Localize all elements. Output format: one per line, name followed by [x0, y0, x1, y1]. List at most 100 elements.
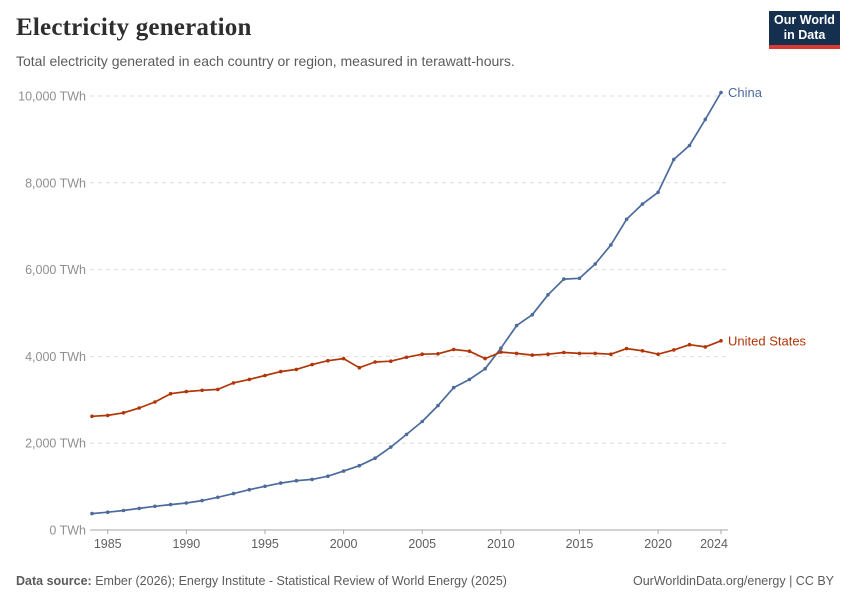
footer-source-label: Data source: [16, 574, 92, 588]
united-states-point[interactable] [168, 391, 173, 396]
china-point[interactable] [609, 243, 613, 247]
united-states-point[interactable] [593, 351, 597, 356]
china-point[interactable] [326, 474, 330, 479]
y-tick-label-6000: 6,000 TWh [25, 263, 86, 277]
united-states-point[interactable] [656, 352, 660, 357]
china-point[interactable] [703, 117, 708, 122]
united-states-point[interactable] [451, 347, 456, 352]
footer-license-link[interactable]: OurWorldinData.org/energy | CC BY [632, 574, 834, 588]
china-point[interactable] [483, 367, 487, 371]
owid-logo[interactable]: Our World in Data [769, 11, 840, 49]
united-states-point[interactable] [577, 351, 582, 356]
china-point[interactable] [514, 323, 519, 328]
china-series-label[interactable]: China [728, 85, 763, 100]
china-point[interactable] [389, 445, 393, 449]
china-point[interactable] [420, 419, 425, 424]
united-states-series-label[interactable]: United States [728, 333, 807, 348]
united-states-point[interactable] [514, 351, 519, 356]
china-point[interactable] [373, 456, 377, 461]
united-states-point[interactable] [294, 367, 299, 372]
united-states-point[interactable] [105, 413, 110, 418]
united-states-point[interactable] [546, 352, 550, 357]
united-states-point[interactable] [499, 350, 503, 354]
united-states-point[interactable] [263, 373, 267, 378]
chart-footer: Data source: Ember (2026); Energy Instit… [16, 574, 834, 588]
china-point[interactable] [593, 262, 597, 266]
united-states-point[interactable] [231, 381, 236, 385]
china-point[interactable] [719, 90, 723, 95]
china-point[interactable] [200, 498, 204, 503]
united-states-point[interactable] [310, 362, 314, 367]
china-point[interactable] [562, 277, 566, 281]
china-line[interactable] [91, 91, 722, 515]
united-states-point[interactable] [326, 358, 330, 363]
y-tick-label-2000: 2,000 TWh [25, 437, 86, 451]
united-states-point[interactable] [247, 377, 252, 382]
china-point[interactable] [640, 202, 645, 206]
china-point[interactable] [687, 143, 692, 148]
china-point[interactable] [310, 477, 314, 482]
china-point[interactable] [90, 511, 94, 516]
united-states-point[interactable] [90, 414, 94, 419]
china-point[interactable] [672, 157, 676, 162]
united-states-point[interactable] [640, 349, 645, 353]
united-states-point[interactable] [404, 355, 409, 360]
united-states-point[interactable] [184, 389, 189, 394]
china-point[interactable] [467, 377, 472, 382]
united-states-point[interactable] [389, 359, 393, 364]
china-point[interactable] [263, 484, 267, 489]
china-point[interactable] [656, 190, 660, 195]
united-states-point[interactable] [121, 411, 126, 415]
united-states-point[interactable] [672, 348, 676, 352]
china-point[interactable] [530, 312, 535, 317]
united-states-point[interactable] [436, 352, 440, 356]
united-states-point[interactable] [420, 352, 425, 357]
china-point[interactable] [121, 508, 126, 513]
china-point[interactable] [247, 487, 252, 492]
page-subtitle: Total electricity generated in each coun… [16, 53, 515, 69]
china-point[interactable] [137, 506, 141, 511]
united-states-point[interactable] [278, 369, 283, 374]
china-point[interactable] [357, 463, 362, 468]
united-states-point[interactable] [357, 365, 362, 370]
united-states-point[interactable] [624, 346, 629, 351]
united-states-point[interactable] [530, 353, 535, 357]
china-point[interactable] [153, 504, 157, 509]
x-tick-label-1995: 1995 [251, 537, 279, 551]
china-point[interactable] [451, 385, 456, 390]
china-point[interactable] [499, 346, 503, 351]
united-states-point[interactable] [153, 400, 157, 404]
y-tick-label-10000: 10,000 TWh [18, 90, 86, 104]
china-point[interactable] [341, 469, 346, 473]
china-point[interactable] [546, 293, 550, 297]
united-states-point[interactable] [373, 360, 377, 364]
united-states-point[interactable] [137, 406, 141, 410]
united-states-line[interactable] [91, 339, 722, 418]
united-states-point[interactable] [687, 342, 692, 347]
page-title: Electricity generation [16, 14, 252, 41]
united-states-point[interactable] [483, 356, 487, 361]
united-states-point[interactable] [341, 356, 346, 361]
x-tick-label-2010: 2010 [487, 537, 515, 551]
china-point[interactable] [184, 501, 189, 505]
china-point[interactable] [105, 510, 110, 514]
china-point[interactable] [577, 276, 582, 281]
china-point[interactable] [216, 495, 220, 500]
united-states-point[interactable] [609, 352, 613, 357]
owid-logo-line1: Our World [774, 12, 835, 27]
china-point[interactable] [231, 491, 236, 496]
china-point[interactable] [294, 478, 299, 483]
china-point[interactable] [624, 217, 629, 222]
china-point[interactable] [436, 403, 440, 408]
x-tick-label-2024: 2024 [700, 537, 728, 551]
united-states-point[interactable] [719, 339, 723, 343]
united-states-point[interactable] [200, 388, 204, 393]
united-states-point[interactable] [703, 345, 708, 349]
china-point[interactable] [168, 502, 173, 507]
china-point[interactable] [404, 432, 409, 437]
united-states-point[interactable] [216, 387, 220, 392]
united-states-point[interactable] [467, 349, 472, 354]
china-point[interactable] [278, 481, 283, 485]
united-states-point[interactable] [562, 350, 566, 355]
